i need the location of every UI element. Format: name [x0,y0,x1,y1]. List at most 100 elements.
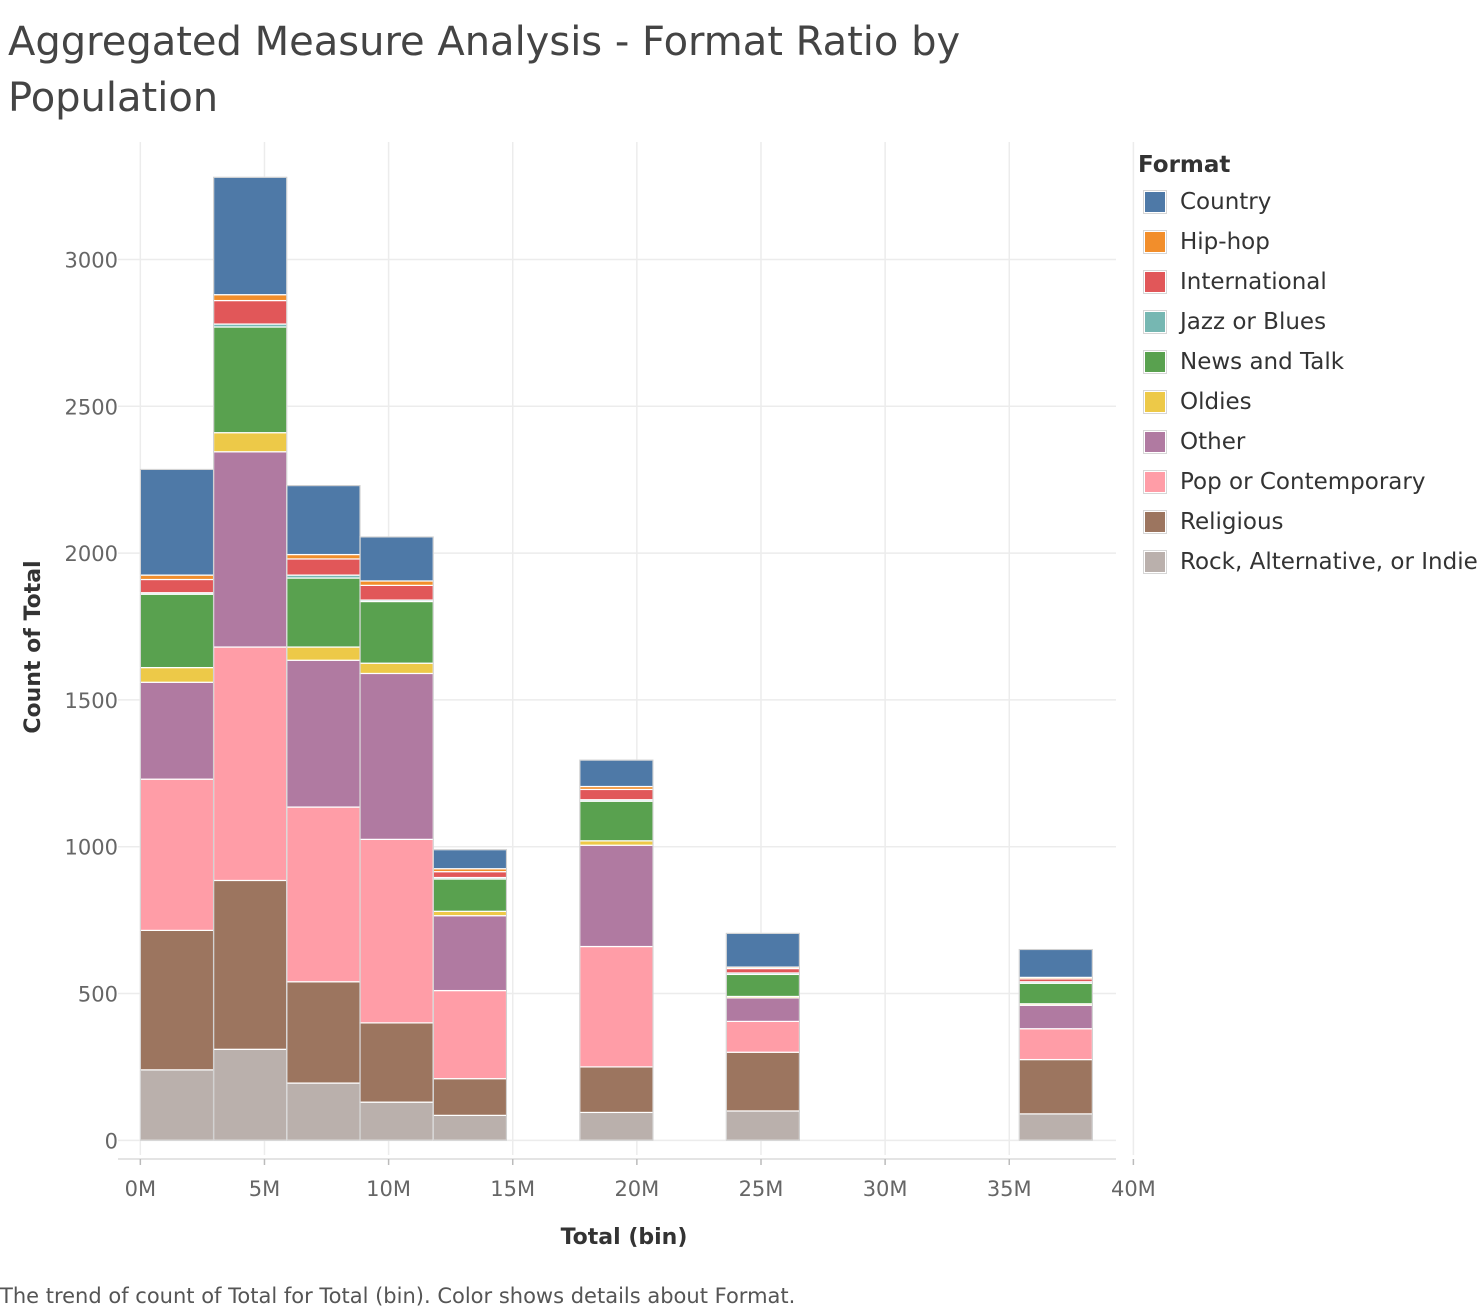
legend-label: Jazz or Blues [1180,309,1327,335]
bar-segment[interactable] [359,838,434,1024]
bar-segment[interactable] [212,326,288,434]
bar-outline [359,536,434,1141]
bar-segment[interactable] [579,844,654,948]
bar-segment[interactable] [725,1020,801,1053]
bar-segment[interactable] [286,659,361,808]
legend-swatch [1143,510,1167,534]
bar-segment[interactable] [139,681,215,780]
bar-segment[interactable] [725,973,801,998]
bar-segment[interactable] [212,646,288,882]
bar-segment[interactable] [139,929,215,1071]
bar-segment[interactable] [139,778,215,931]
bar-segment[interactable] [432,910,508,917]
legend-swatch [1143,430,1167,454]
legend-items: Country Hip-hop International Jazz or Blues… [1138,182,1478,582]
legend: Format Country Hip-hop International Jazz o… [1138,148,1478,582]
legend-item[interactable]: News and Talk [1138,342,1478,382]
bar-segment[interactable] [725,997,801,1023]
bar-segment[interactable] [212,176,288,296]
bar-segment[interactable] [579,1111,654,1141]
bar-segment[interactable] [212,294,288,302]
bar-segment[interactable] [725,1051,801,1112]
bar-segment[interactable] [579,800,654,842]
bar-segment[interactable] [725,967,801,974]
bar-segment[interactable] [359,536,434,582]
legend-item[interactable]: Hip-hop [1138,222,1478,262]
bar-segment[interactable] [139,593,215,669]
bar-segment[interactable] [139,574,215,581]
legend-item[interactable]: Country [1138,182,1478,222]
x-tick-label: 20M [614,1177,659,1201]
legend-item[interactable]: Pop or Contemporary [1138,462,1478,502]
legend-item[interactable]: Other [1138,422,1478,462]
bar-segment[interactable] [139,666,215,683]
legend-label: Other [1180,429,1246,455]
bar-segment[interactable] [359,1101,434,1141]
bar-segment[interactable] [359,662,434,675]
bar-segment[interactable] [139,578,215,594]
x-tick-label: 5M [249,1177,280,1201]
legend-item[interactable]: International [1138,262,1478,302]
bar-segment[interactable] [212,879,288,1050]
bar-segment[interactable] [212,1048,288,1141]
bar-segment[interactable] [359,1022,434,1103]
bar-segment[interactable] [579,759,654,788]
bar-segment[interactable] [432,1078,508,1116]
legend-item[interactable]: Jazz or Blues [1138,302,1478,342]
bar-segment[interactable] [359,580,434,586]
bar-segment[interactable] [579,840,654,846]
bar-segment[interactable] [579,945,654,1068]
bar-segment[interactable] [432,871,508,879]
bar-segment[interactable] [432,915,508,992]
bar-segment[interactable] [1018,1004,1094,1030]
bar-segment[interactable] [286,553,361,560]
bar-segment[interactable] [212,432,288,453]
bars [139,176,1094,1141]
legend-label: News and Talk [1180,349,1345,375]
legend-item[interactable]: Religious [1138,502,1478,542]
bar-outline [1018,948,1093,1141]
bar-segment[interactable] [286,1082,361,1141]
bar-segment[interactable] [579,788,654,801]
y-axis-title: Count of Total [21,560,46,733]
bar-outline [432,849,508,1141]
chart-title: Aggregated Measure Analysis - Format Rat… [8,19,961,121]
x-tick-label: 30M [863,1177,908,1201]
y-tick-label: 2000 [65,542,118,566]
bar-segment[interactable] [139,468,215,576]
bar-segment[interactable] [212,451,288,648]
legend-item[interactable]: Oldies [1138,382,1478,422]
bar-segment[interactable] [359,584,434,601]
bar-segment[interactable] [359,600,434,664]
bar-segment[interactable] [1018,1028,1094,1061]
legend-item[interactable]: Rock, Alternative, or Indie [1138,542,1478,582]
bar-segment[interactable] [432,1114,508,1141]
bar-segment[interactable] [286,806,361,983]
bar-outline [725,932,800,1141]
legend-title: Format [1138,152,1231,178]
x-axis-title: Total (bin) [561,1225,688,1250]
bar-segment[interactable] [286,646,361,661]
bar-segment[interactable] [359,672,434,840]
legend-swatch [1143,390,1167,414]
bar-segment[interactable] [286,577,361,648]
bar-segment[interactable] [725,1110,801,1141]
bar-segment[interactable] [432,878,508,912]
bar-segment[interactable] [286,981,361,1084]
bar-segment[interactable] [1018,948,1094,978]
bar-outline [579,759,654,1141]
bar-segment[interactable] [725,932,801,968]
x-tick-label: 40M [1111,1177,1156,1201]
y-tick-label: 1000 [65,836,118,860]
legend-label: International [1180,269,1327,295]
bar-segment[interactable] [1018,1058,1094,1115]
bar-segment[interactable] [432,989,508,1080]
bar-segment[interactable] [432,849,508,870]
bar-segment[interactable] [286,558,361,576]
bar-segment[interactable] [579,1066,654,1114]
bar-segment[interactable] [1018,982,1094,1005]
bar-segment[interactable] [139,1069,215,1141]
bar-segment[interactable] [212,299,288,325]
bar-segment[interactable] [1018,1113,1094,1141]
bar-segment[interactable] [286,484,361,556]
